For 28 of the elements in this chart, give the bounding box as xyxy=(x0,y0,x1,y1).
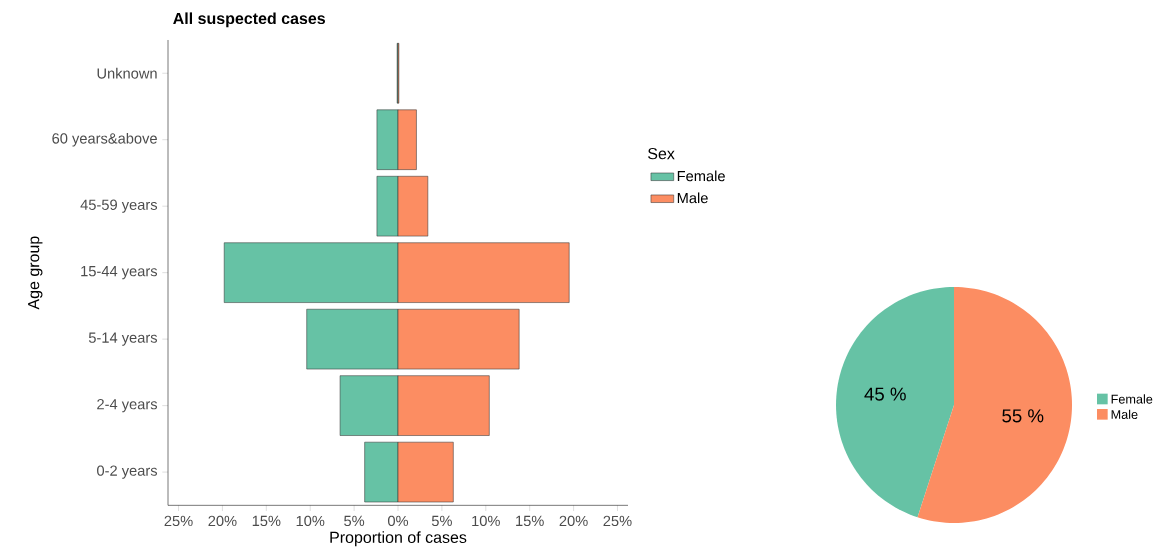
x-tick-label: 5% xyxy=(431,515,452,527)
y-axis-title: Age group xyxy=(28,236,43,310)
chart-title: All suspected cases xyxy=(173,12,325,28)
legend-label: Female xyxy=(1111,394,1153,404)
x-tick-label: 15% xyxy=(252,515,281,527)
y-tick-label: Unknown xyxy=(97,68,157,79)
y-tick-label: 60 years&above xyxy=(52,133,157,147)
y-tick-label: 2-4 years xyxy=(97,399,158,413)
data-label: 45 % xyxy=(864,387,906,401)
y-tick-label: 45-59 years xyxy=(80,199,158,214)
legend-label: Male xyxy=(1111,409,1138,420)
legend-label: Male xyxy=(677,192,708,204)
legend-label: Female xyxy=(677,170,725,182)
x-axis-title: Proportion of cases xyxy=(330,531,467,547)
x-tick-label: 20% xyxy=(559,515,588,527)
y-tick-label: 15-44 years xyxy=(81,266,158,280)
x-tick-label: 15% xyxy=(516,515,544,527)
legend-title: Sex xyxy=(648,148,675,160)
y-tick-label: 0-2 years xyxy=(97,465,158,479)
x-tick-label: 25% xyxy=(164,515,193,527)
x-tick-label: 10% xyxy=(472,515,500,527)
x-tick-label: 10% xyxy=(296,515,325,527)
data-label: 55 % xyxy=(1002,409,1044,423)
x-tick-label: 0% xyxy=(387,515,409,527)
x-tick-label: 25% xyxy=(603,515,632,527)
x-tick-label: 5% xyxy=(344,515,365,527)
x-tick-label: 20% xyxy=(208,515,237,527)
y-tick-label: 5-14 years xyxy=(88,332,158,346)
